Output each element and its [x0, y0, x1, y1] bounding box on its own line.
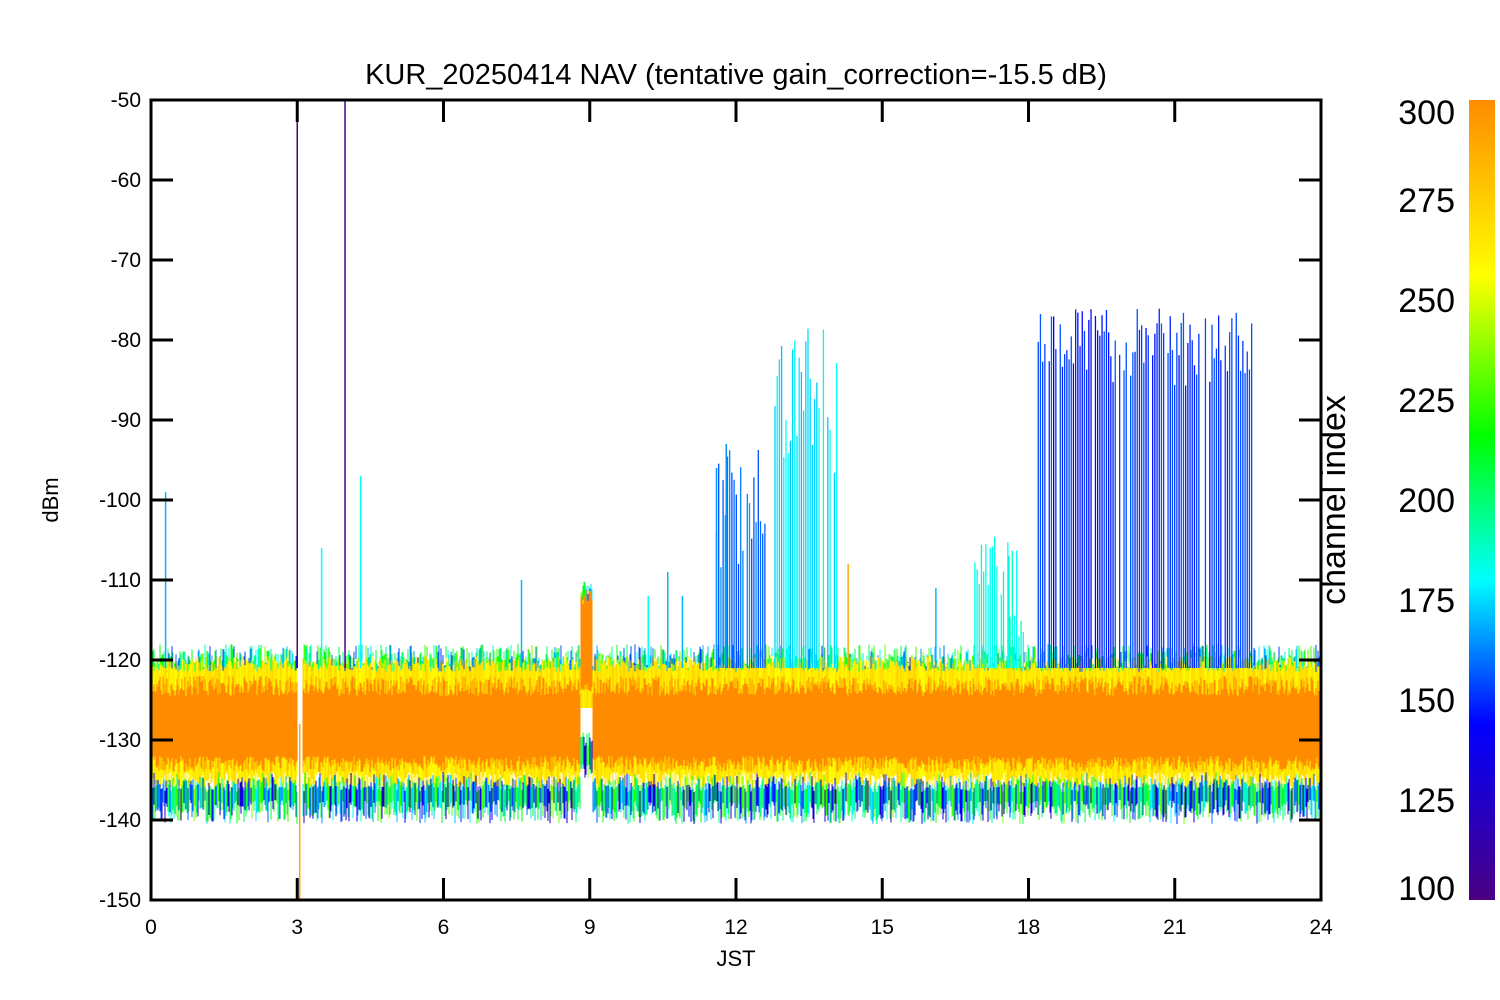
- x-tick-label: 0: [145, 916, 157, 939]
- y-tick-label: -50: [111, 89, 141, 112]
- burst-2: [974, 536, 1024, 668]
- signal-bursts: [715, 308, 1253, 668]
- y-axis-label: dBm: [38, 477, 63, 522]
- colorbar-ticks: 300 275 250 225 200 175 150 125 100: [1398, 94, 1455, 908]
- x-tick-label: 12: [724, 916, 747, 939]
- y-tick-label: -120: [99, 649, 141, 672]
- x-tick-label: 3: [291, 916, 303, 939]
- y-tick-label: -110: [101, 569, 141, 592]
- plot-area: [151, 100, 1321, 900]
- chart-title: KUR_20250414 NAV (tentative gain_correct…: [365, 59, 1107, 91]
- burst-0: [715, 450, 766, 668]
- colorbar-tick-label: 125: [1398, 782, 1455, 820]
- y-tick-label: -150: [99, 889, 141, 912]
- x-tick-label: 24: [1309, 916, 1333, 939]
- noise-floor: [151, 581, 1321, 824]
- y-tick-label: -90: [111, 409, 141, 432]
- axes: 0 3 6 9 12 15 18 21 24 -50 -60 -70 -80 -90 -100 -110 -12…: [99, 89, 1333, 939]
- x-axis-label: JST: [716, 946, 755, 971]
- y-tick-label: -130: [99, 729, 141, 752]
- x-tick-label: 6: [438, 916, 450, 939]
- y-tick-label: -100: [99, 489, 141, 512]
- colorbar-tick-label: 250: [1398, 282, 1455, 320]
- burst-3: [1037, 308, 1253, 668]
- colorbar-tick-label: 200: [1398, 482, 1455, 520]
- x-tick-label: 18: [1017, 916, 1040, 939]
- y-tick-label: -70: [111, 249, 141, 272]
- burst-1: [774, 328, 838, 668]
- y-tick-label: -140: [99, 809, 141, 832]
- colorbar-label: channel index: [1315, 395, 1353, 605]
- colorbar-tick-label: 100: [1398, 870, 1455, 908]
- colorbar-tick-label: 275: [1398, 182, 1455, 220]
- y-tick-label: -60: [111, 169, 141, 192]
- spikes: [164, 100, 1010, 900]
- colorbar-tick-label: 175: [1398, 582, 1455, 620]
- x-tick-label: 9: [584, 916, 596, 939]
- x-tick-label: 21: [1163, 916, 1186, 939]
- y-tick-label: -80: [111, 329, 141, 352]
- colorbar-tick-label: 300: [1398, 94, 1455, 132]
- x-tick-label: 15: [871, 916, 894, 939]
- colorbar-tick-label: 225: [1398, 382, 1455, 420]
- colorbar-tick-label: 150: [1398, 682, 1455, 720]
- colorbar: [1469, 100, 1495, 900]
